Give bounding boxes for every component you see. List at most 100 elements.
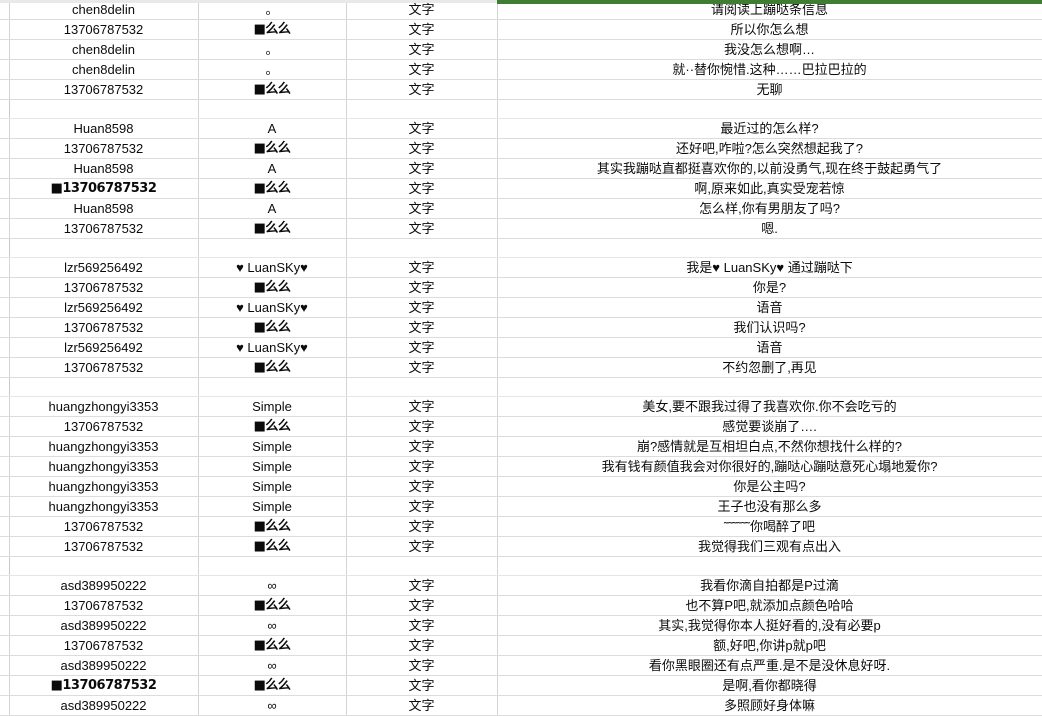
message-type-cell[interactable]: 文字 [346, 516, 498, 537]
message-content-cell[interactable]: 崩?感情就是互相坦白点,不然你想找什么样的? [497, 436, 1042, 457]
message-type-cell[interactable]: 文字 [346, 357, 498, 378]
message-content-cell[interactable]: 最近过的怎么样? [497, 118, 1042, 139]
table-row[interactable]: 13706787532 ■么么 文字 还好吧,咋啦?怎么突然想起我了? [0, 138, 1042, 159]
account-cell[interactable]: asd389950222 [9, 695, 199, 716]
message-type-cell[interactable]: 文字 [346, 416, 498, 437]
account-cell[interactable]: ■13706787532 [9, 178, 199, 199]
nickname-cell[interactable]: ♥ LuanSKy♥ [198, 337, 347, 358]
message-content-cell[interactable]: 你是公主吗? [497, 476, 1042, 497]
table-row[interactable]: Huan8598 A 文字 其实我蹦哒直都挺喜欢你的,以前没勇气,现在终于鼓起勇气了 [0, 158, 1042, 179]
table-row[interactable]: lzr569256492 ♥ LuanSKy♥ 文字 语音 [0, 337, 1042, 358]
message-type-cell[interactable]: 文字 [346, 635, 498, 656]
message-content-cell[interactable]: 所以你怎么想 [497, 19, 1042, 40]
nickname-cell[interactable]: ♥ LuanSKy♥ [198, 257, 347, 278]
table-row[interactable]: lzr569256492 ♥ LuanSKy♥ 文字 语音 [0, 297, 1042, 318]
table-row[interactable]: 13706787532 ■么么 文字 ˜˜˜˜˜˜你喝醉了吧 [0, 516, 1042, 537]
account-cell[interactable]: asd389950222 [9, 615, 199, 636]
message-type-cell[interactable]: 文字 [346, 59, 498, 80]
nickname-cell[interactable]: ■么么 [198, 277, 347, 298]
message-content-cell[interactable]: 啊,原来如此,真实受宠若惊 [497, 178, 1042, 199]
table-row[interactable]: huangzhongyi3353 Simple 文字 王子也没有那么多 [0, 496, 1042, 517]
nickname-cell[interactable]: 。 [198, 59, 347, 80]
message-type-cell[interactable]: 文字 [346, 198, 498, 219]
table-row[interactable]: 13706787532 ■么么 文字 感觉要谈崩了…. [0, 416, 1042, 437]
message-content-cell[interactable]: 其实我蹦哒直都挺喜欢你的,以前没勇气,现在终于鼓起勇气了 [497, 158, 1042, 179]
table-row[interactable]: 13706787532 ■么么 文字 无聊 [0, 79, 1042, 100]
message-type-cell[interactable]: 文字 [346, 675, 498, 696]
account-cell[interactable]: 13706787532 [9, 19, 199, 40]
message-content-cell[interactable]: 还好吧,咋啦?怎么突然想起我了? [497, 138, 1042, 159]
account-cell[interactable]: Huan8598 [9, 158, 199, 179]
account-cell[interactable]: lzr569256492 [9, 257, 199, 278]
account-cell[interactable]: huangzhongyi3353 [9, 456, 199, 477]
message-type-cell[interactable]: 文字 [346, 138, 498, 159]
message-type-cell[interactable]: 文字 [346, 178, 498, 199]
table-row[interactable]: 13706787532 ■么么 文字 嗯. [0, 218, 1042, 239]
table-row[interactable]: asd389950222 ∞ 文字 其实,我觉得你本人挺好看的,没有必要p [0, 615, 1042, 636]
message-content-cell[interactable]: 我没怎么想啊… [497, 39, 1042, 60]
table-row[interactable]: 13706787532 ■么么 文字 也不算P吧,就添加点颜色哈哈 [0, 595, 1042, 616]
table-row[interactable]: Huan8598 A 文字 最近过的怎么样? [0, 118, 1042, 139]
message-content-cell[interactable]: 多照顾好身体嘛 [497, 695, 1042, 716]
nickname-cell[interactable]: ■么么 [198, 595, 347, 616]
message-type-cell[interactable]: 文字 [346, 476, 498, 497]
nickname-cell[interactable]: Simple [198, 396, 347, 417]
message-content-cell[interactable]: 就··替你惋惜.这种……巴拉巴拉的 [497, 59, 1042, 80]
message-content-cell[interactable]: 怎么样,你有男朋友了吗? [497, 198, 1042, 219]
nickname-cell[interactable]: A [198, 198, 347, 219]
message-content-cell[interactable]: 美女,要不跟我过得了我喜欢你.你不会吃亏的 [497, 396, 1042, 417]
account-cell[interactable]: lzr569256492 [9, 297, 199, 318]
message-type-cell[interactable]: 文字 [346, 337, 498, 358]
table-row[interactable]: chen8delin。文字 请阅读上蹦哒条信息 [0, 0, 1042, 20]
account-cell[interactable]: 13706787532 [9, 635, 199, 656]
nickname-cell[interactable]: ∞ [198, 655, 347, 676]
nickname-cell[interactable]: Simple [198, 456, 347, 477]
nickname-cell[interactable]: ■么么 [198, 19, 347, 40]
table-row[interactable]: 13706787532 ■么么 文字 额,好吧,你讲p就p吧 [0, 635, 1042, 656]
table-row[interactable]: Huan8598 A 文字 怎么样,你有男朋友了吗? [0, 198, 1042, 219]
account-cell[interactable]: huangzhongyi3353 [9, 396, 199, 417]
nickname-cell[interactable]: ■么么 [198, 138, 347, 159]
nickname-cell[interactable]: ■么么 [198, 675, 347, 696]
message-type-cell[interactable]: 文字 [346, 79, 498, 100]
message-content-cell[interactable]: 语音 [497, 337, 1042, 358]
message-content-cell[interactable]: 无聊 [497, 79, 1042, 100]
table-row[interactable]: 13706787532 ■么么 文字 我觉得我们三观有点出入 [0, 536, 1042, 557]
message-type-cell[interactable]: 文字 [346, 655, 498, 676]
message-type-cell[interactable]: 文字 [346, 0, 498, 20]
message-type-cell[interactable]: 文字 [346, 575, 498, 596]
message-content-cell[interactable]: 其实,我觉得你本人挺好看的,没有必要p [497, 615, 1042, 636]
account-cell[interactable]: chen8delin [9, 0, 199, 20]
nickname-cell[interactable]: ■么么 [198, 317, 347, 338]
message-type-cell[interactable]: 文字 [346, 19, 498, 40]
message-type-cell[interactable]: 文字 [346, 39, 498, 60]
message-content-cell[interactable]: 嗯. [497, 218, 1042, 239]
account-cell[interactable]: asd389950222 [9, 575, 199, 596]
nickname-cell[interactable]: Simple [198, 496, 347, 517]
message-content-cell[interactable]: 我看你滴自拍都是P过滴 [497, 575, 1042, 596]
message-content-cell[interactable]: 我觉得我们三观有点出入 [497, 536, 1042, 557]
message-type-cell[interactable]: 文字 [346, 615, 498, 636]
table-row[interactable]: 13706787532 ■么么 文字 所以你怎么想 [0, 19, 1042, 40]
account-cell[interactable]: huangzhongyi3353 [9, 436, 199, 457]
table-row[interactable]: asd389950222 ∞ 文字 我看你滴自拍都是P过滴 [0, 575, 1042, 596]
account-cell[interactable]: 13706787532 [9, 595, 199, 616]
account-cell[interactable]: lzr569256492 [9, 337, 199, 358]
message-type-cell[interactable]: 文字 [346, 297, 498, 318]
message-content-cell[interactable]: 我们认识吗? [497, 317, 1042, 338]
account-cell[interactable]: ■13706787532 [9, 675, 199, 696]
account-cell[interactable]: 13706787532 [9, 79, 199, 100]
message-type-cell[interactable]: 文字 [346, 436, 498, 457]
nickname-cell[interactable]: ∞ [198, 695, 347, 716]
nickname-cell[interactable]: A [198, 158, 347, 179]
table-row[interactable]: ■13706787532 ■么么 文字 啊,原来如此,真实受宠若惊 [0, 178, 1042, 199]
account-cell[interactable]: 13706787532 [9, 277, 199, 298]
nickname-cell[interactable]: ∞ [198, 575, 347, 596]
table-row[interactable]: huangzhongyi3353 Simple 文字 美女,要不跟我过得了我喜欢你.你… [0, 396, 1042, 417]
account-cell[interactable]: 13706787532 [9, 516, 199, 537]
message-type-cell[interactable]: 文字 [346, 158, 498, 179]
message-type-cell[interactable]: 文字 [346, 277, 498, 298]
